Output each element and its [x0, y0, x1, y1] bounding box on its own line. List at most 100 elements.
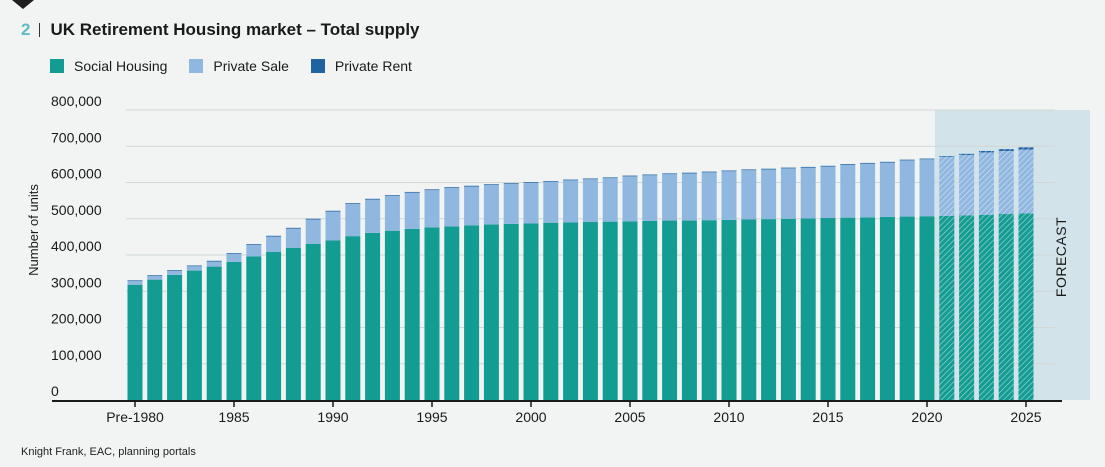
- bar-social: [761, 219, 777, 400]
- bar-social: [681, 220, 697, 400]
- bar-private-sale: [919, 159, 935, 217]
- bar-private-sale: [820, 166, 836, 219]
- legend-label-social-housing: Social Housing: [74, 58, 168, 74]
- y-tick-label: 200,000: [51, 311, 102, 327]
- bar-stack: [820, 165, 836, 400]
- bar-hatch: [1018, 147, 1034, 150]
- bar-private-sale: [503, 183, 519, 224]
- bar-social: [246, 256, 262, 400]
- bar-private-sale: [206, 261, 222, 267]
- bar-private-rent: [582, 178, 598, 180]
- chart-legend: Social Housing Private Sale Private Rent: [50, 58, 434, 74]
- bar-stack: [840, 164, 856, 400]
- bar-social: [662, 220, 678, 400]
- bar-hatch: [998, 149, 1014, 151]
- bar-social: [780, 218, 796, 400]
- x-tick-label: Pre-1980: [106, 409, 164, 425]
- bar-hatch: [978, 152, 994, 215]
- bar-private-rent: [681, 172, 697, 174]
- bar-stack: [741, 169, 757, 400]
- bar-private-rent: [602, 177, 618, 179]
- bar-social: [305, 243, 321, 400]
- bar-private-sale: [860, 163, 876, 218]
- bar-stack: [721, 170, 737, 400]
- bar-private-sale: [523, 182, 539, 224]
- bar-stack: [246, 244, 262, 400]
- bar-private-rent: [503, 183, 519, 184]
- bar-private-sale: [662, 174, 678, 221]
- bar-private-sale: [563, 180, 579, 223]
- bar-social: [503, 223, 519, 400]
- bar-stack: [444, 187, 460, 400]
- bar-stack: [642, 174, 658, 400]
- bar-private-rent: [662, 173, 678, 175]
- bar-private-rent: [127, 280, 143, 282]
- figure-number: 2: [21, 20, 31, 39]
- bar-private-rent: [543, 181, 559, 182]
- bar-stack: [167, 270, 183, 400]
- bar-stack: [563, 179, 579, 400]
- bar-social: [523, 223, 539, 400]
- x-tick-label: 1995: [416, 409, 447, 425]
- x-tick-label: 2005: [614, 409, 645, 425]
- legend-swatch-private-rent: [310, 59, 325, 73]
- bar-hatch: [998, 150, 1014, 215]
- bar-social: [483, 224, 499, 400]
- legend-item-private-rent: Private Rent: [310, 58, 412, 74]
- bar-stack: [800, 166, 816, 400]
- bar-private-rent: [424, 189, 440, 191]
- bar-stack: [483, 184, 499, 400]
- bar-private-rent: [186, 265, 202, 267]
- bar-hatch: [1018, 149, 1034, 214]
- bar-stack: [404, 191, 420, 400]
- bar-stack: [998, 149, 1014, 400]
- bar-hatch: [998, 214, 1014, 400]
- bar-private-sale: [721, 171, 737, 220]
- bar-stack: [305, 218, 321, 400]
- bar-stack: [523, 182, 539, 400]
- bar-hatch: [959, 215, 975, 400]
- bar-private-rent: [147, 275, 163, 277]
- bar-stack: [424, 189, 440, 400]
- bar-stack: [226, 253, 242, 400]
- bar-private-rent: [206, 260, 222, 262]
- bar-private-sale: [305, 219, 321, 244]
- bar-private-sale: [246, 244, 262, 257]
- x-tick-label: 2000: [515, 409, 546, 425]
- bar-stack: [464, 185, 480, 400]
- bar-stack: [127, 280, 143, 400]
- bar-social: [266, 251, 282, 400]
- y-tick-label: 700,000: [51, 129, 102, 145]
- bar-social: [127, 284, 143, 400]
- bar-private-rent: [642, 174, 658, 176]
- bar-social: [167, 274, 183, 400]
- bar-private-sale: [444, 187, 460, 227]
- bar-private-sale: [404, 192, 420, 229]
- bar-private-sale: [800, 167, 816, 219]
- bar-private-sale: [681, 173, 697, 221]
- bar-social: [285, 247, 301, 400]
- bar-private-rent: [721, 170, 737, 172]
- y-tick-label: 800,000: [51, 93, 102, 109]
- bar-stack: [206, 260, 222, 400]
- bar-private-sale: [127, 281, 143, 285]
- bar-stack: [384, 195, 400, 400]
- bar-social: [879, 216, 895, 400]
- bar-private-sale: [365, 199, 381, 233]
- bar-social: [741, 219, 757, 400]
- bar-stack: [503, 183, 519, 400]
- y-tick-label: 0: [51, 383, 59, 399]
- bar-private-rent: [325, 210, 341, 212]
- legend-swatch-social-housing: [50, 59, 64, 73]
- bar-private-rent: [444, 187, 460, 188]
- bar-stack: [266, 235, 282, 400]
- bar-private-rent: [246, 244, 262, 245]
- legend-item-private-sale: Private Sale: [189, 58, 289, 74]
- bar-social: [404, 228, 420, 400]
- bar-private-rent: [860, 162, 876, 164]
- x-tick-label: 1985: [218, 409, 249, 425]
- bar-private-rent: [761, 168, 777, 170]
- bar-private-sale: [424, 190, 440, 228]
- chart-title: UK Retirement Housing market – Total sup…: [50, 20, 420, 39]
